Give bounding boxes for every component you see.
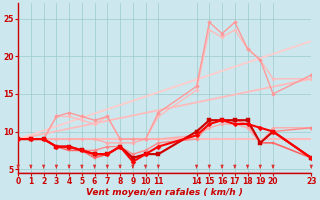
X-axis label: Vent moyen/en rafales ( km/h ): Vent moyen/en rafales ( km/h ) [86,188,243,197]
